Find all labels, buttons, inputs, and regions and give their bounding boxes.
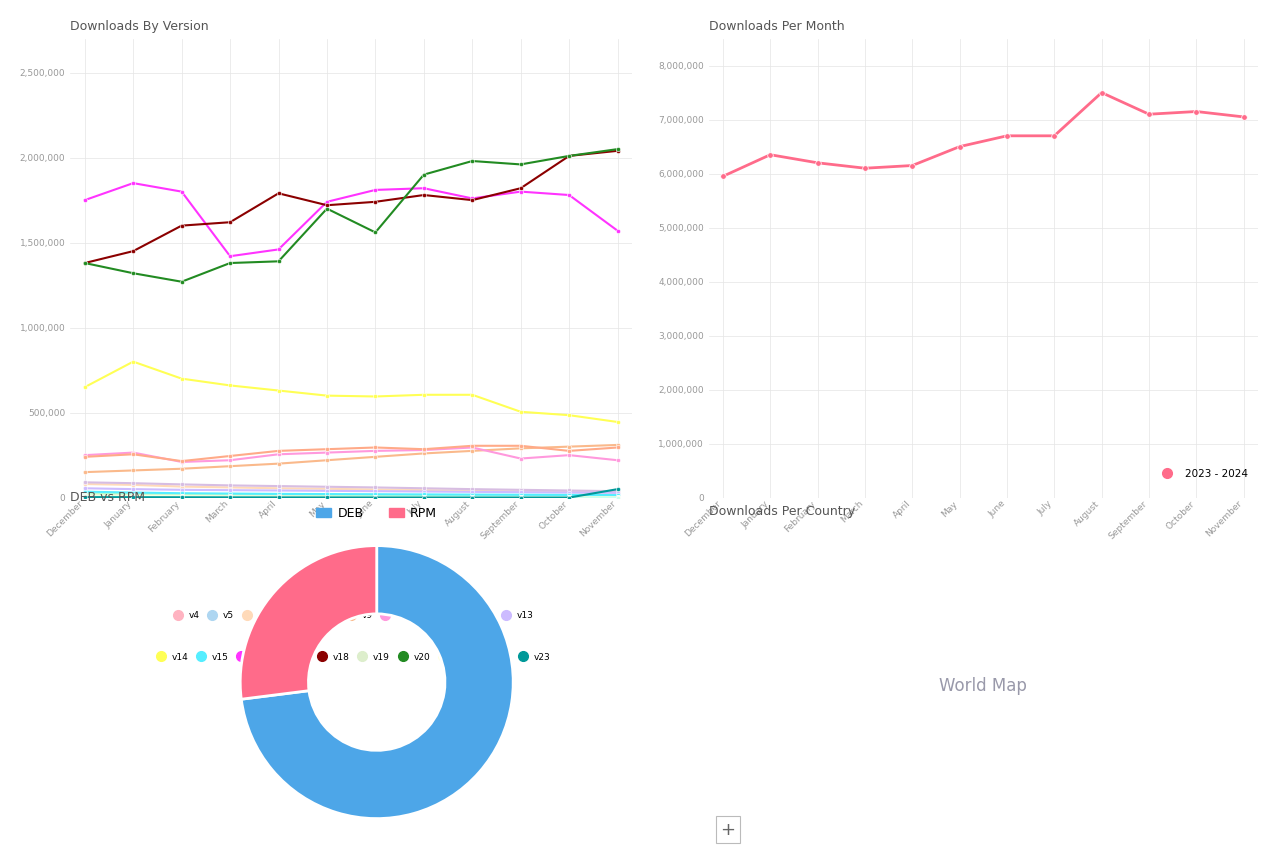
Text: Downloads Per Month: Downloads Per Month [709, 21, 844, 33]
Text: World Map: World Map [940, 678, 1027, 695]
Text: Downloads By Version: Downloads By Version [70, 21, 209, 33]
Wedge shape [241, 546, 513, 819]
Text: Downloads Per Country: Downloads Per Country [709, 505, 854, 518]
Legend: 2023 - 2024: 2023 - 2024 [1152, 465, 1253, 483]
Text: DEB vs RPM: DEB vs RPM [70, 491, 146, 504]
Wedge shape [240, 546, 377, 699]
Legend: v14, v15, v16, v17, v18, v19, v20, v21, v22, v23: v14, v15, v16, v17, v18, v19, v20, v21, … [148, 649, 554, 665]
Legend: DEB, RPM: DEB, RPM [312, 502, 442, 525]
Text: +: + [720, 821, 736, 839]
